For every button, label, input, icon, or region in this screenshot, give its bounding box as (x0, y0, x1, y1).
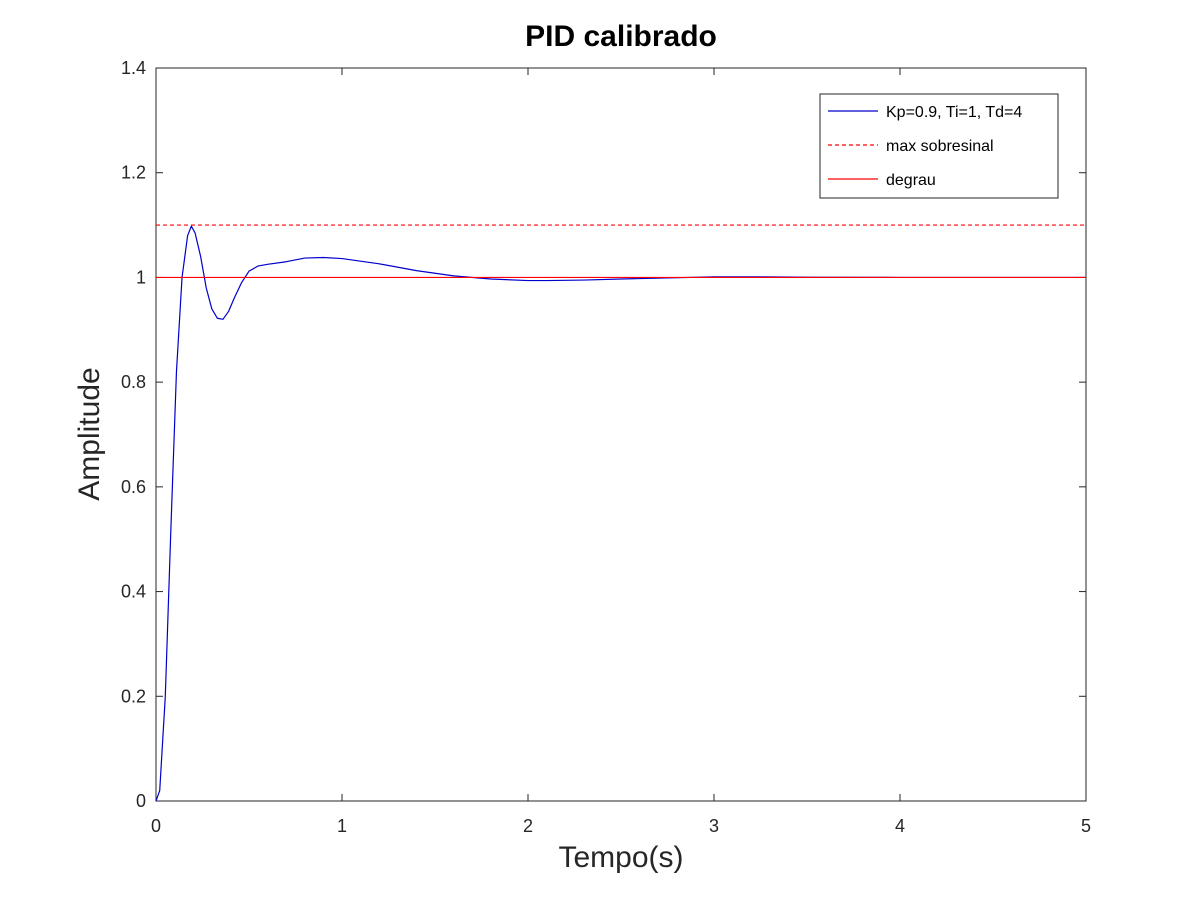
y-tick-label: 0.2 (121, 686, 146, 706)
x-tick-label: 1 (337, 816, 347, 836)
y-tick-label: 1.2 (121, 163, 146, 183)
y-tick-label: 0.6 (121, 477, 146, 497)
chart-title: PID calibrado (525, 20, 717, 53)
x-tick-label: 5 (1081, 816, 1091, 836)
y-tick-label: 0.8 (121, 372, 146, 392)
y-axis-label: Amplitude (73, 367, 106, 500)
series-line-kp-0-9-ti-1-td-4 (155, 225, 1086, 802)
x-axis-label: Tempo(s) (558, 841, 683, 874)
legend-entry: degrau (886, 172, 936, 189)
legend-entry: max sobresinal (886, 138, 994, 155)
x-tick-label: 2 (523, 816, 533, 836)
x-tick-label: 0 (151, 816, 161, 836)
y-tick-label: 0 (136, 791, 146, 811)
y-tick-label: 1.4 (121, 58, 146, 78)
y-tick-label: 0.4 (121, 582, 146, 602)
y-tick-label: 1 (136, 267, 146, 287)
legend-entry: Kp=0.9, Ti=1, Td=4 (886, 104, 1022, 121)
x-tick-label: 3 (709, 816, 719, 836)
x-tick-label: 4 (895, 816, 905, 836)
legend: Kp=0.9, Ti=1, Td=4 max sobresinal degrau (819, 93, 1059, 199)
